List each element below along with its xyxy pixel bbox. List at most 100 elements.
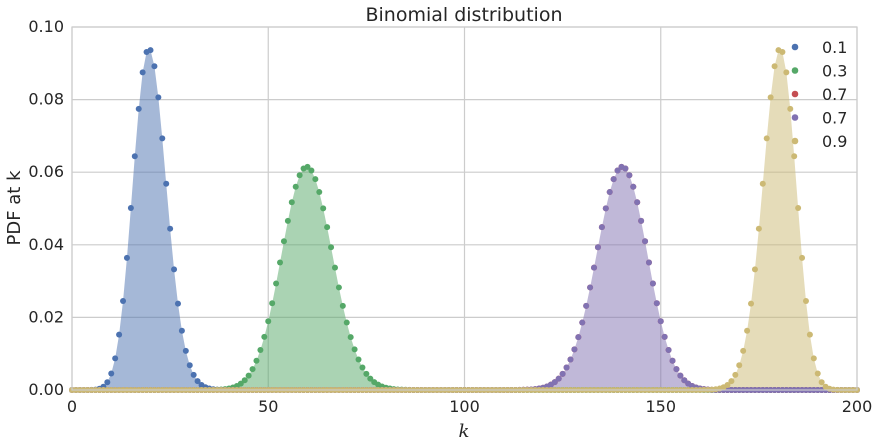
legend-label: 0.1 (822, 38, 847, 57)
y-tick-label: 0.00 (28, 380, 64, 399)
data-point (653, 300, 660, 307)
data-point (744, 327, 751, 334)
data-point (665, 347, 672, 354)
data-point (771, 63, 778, 70)
data-point (602, 205, 609, 212)
data-point (343, 319, 350, 326)
data-point (257, 347, 264, 354)
data-point (131, 153, 138, 160)
data-point (614, 167, 621, 174)
data-point (740, 347, 747, 354)
data-point (567, 356, 574, 363)
data-point (355, 356, 362, 363)
data-point (194, 378, 201, 385)
data-point (818, 379, 825, 386)
data-point (331, 264, 338, 271)
legend-marker (791, 114, 799, 121)
data-point (555, 375, 562, 382)
data-point (638, 217, 645, 224)
data-point (159, 135, 166, 142)
data-point (347, 334, 354, 341)
data-point (139, 69, 146, 76)
data-point (104, 379, 111, 386)
data-point (606, 189, 613, 196)
data-point (787, 105, 794, 112)
grid-layer (71, 26, 858, 391)
data-point (649, 280, 656, 287)
data-point (724, 381, 731, 388)
legend-marker (791, 90, 799, 98)
data-point (308, 167, 315, 174)
data-point (634, 199, 641, 206)
legend-label: 0.9 (822, 132, 847, 151)
data-point (583, 302, 590, 309)
data-point (622, 165, 629, 172)
data-point (320, 205, 327, 212)
data-point (178, 327, 185, 334)
data-point (116, 331, 123, 338)
data-point (147, 47, 154, 54)
data-point (630, 183, 637, 190)
data-point (795, 205, 802, 212)
data-point (167, 225, 174, 232)
data-point (645, 259, 652, 266)
data-point (151, 63, 158, 70)
legend-marker (791, 137, 799, 145)
data-point (261, 333, 268, 340)
data-point (814, 370, 821, 377)
x-tick-label: 0 (67, 397, 77, 416)
data-point (767, 94, 774, 101)
chart-title: Binomial distribution (365, 4, 562, 26)
x-axis-label: k (459, 421, 470, 442)
data-point (587, 284, 594, 291)
data-point (174, 300, 181, 307)
legend-marker (791, 67, 799, 74)
data-point (292, 183, 299, 190)
data-point (759, 180, 766, 187)
data-point (677, 372, 684, 379)
data-point (748, 300, 755, 307)
data-point (594, 244, 601, 251)
data-point (681, 377, 688, 384)
data-point (642, 238, 649, 245)
data-point (598, 224, 605, 231)
data-point (241, 377, 248, 384)
plot-frame (71, 26, 858, 391)
data-point (363, 370, 370, 377)
data-point (135, 105, 142, 112)
data-point (571, 346, 578, 353)
data-point (171, 266, 178, 273)
data-point (728, 378, 735, 385)
data-point (120, 298, 127, 305)
data-point (339, 302, 346, 309)
data-point (112, 355, 119, 362)
data-point (575, 334, 582, 341)
data-point (791, 153, 798, 160)
data-point (253, 357, 260, 364)
series-area (72, 50, 857, 390)
legend-label: 0.3 (822, 62, 847, 81)
data-point (783, 69, 790, 76)
x-tick-label: 100 (449, 397, 480, 416)
data-point (312, 176, 319, 183)
x-tick-label: 200 (842, 397, 873, 416)
data-point (563, 364, 570, 371)
data-point (799, 254, 806, 261)
y-tick-label: 0.06 (28, 162, 64, 181)
y-tick-label: 0.02 (28, 307, 64, 326)
data-point (123, 254, 130, 261)
data-point (755, 225, 762, 232)
data-point (186, 362, 193, 369)
legend: 0.1 0.3 0.7 0.7 0.9 (791, 38, 847, 151)
data-point (610, 176, 617, 183)
data-point (661, 333, 668, 340)
x-tick-label: 150 (645, 397, 676, 416)
data-point (265, 318, 272, 325)
data-point (763, 135, 770, 142)
data-point (779, 48, 786, 55)
data-point (802, 298, 809, 305)
legend-marker (791, 43, 799, 51)
data-point (127, 205, 134, 212)
data-point (328, 244, 335, 251)
data-point (657, 318, 664, 325)
